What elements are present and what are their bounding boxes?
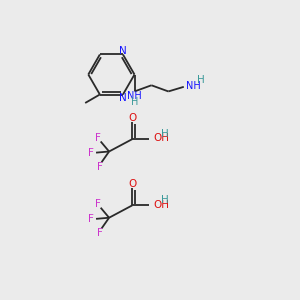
Text: F: F: [88, 148, 94, 158]
Text: F: F: [97, 228, 103, 238]
Text: O: O: [128, 112, 136, 123]
Text: F: F: [95, 133, 100, 142]
Text: F: F: [97, 162, 103, 172]
Text: OH: OH: [153, 134, 169, 143]
Text: F: F: [95, 199, 100, 209]
Text: O: O: [128, 179, 136, 189]
Text: OH: OH: [153, 200, 169, 210]
Text: N: N: [119, 93, 127, 103]
Text: NH: NH: [186, 81, 201, 91]
Text: N: N: [119, 46, 127, 56]
Text: NH: NH: [127, 91, 142, 101]
Text: H: H: [161, 129, 168, 139]
Text: H: H: [197, 75, 205, 85]
Text: H: H: [161, 195, 168, 205]
Text: F: F: [88, 214, 94, 224]
Text: H: H: [131, 97, 138, 107]
